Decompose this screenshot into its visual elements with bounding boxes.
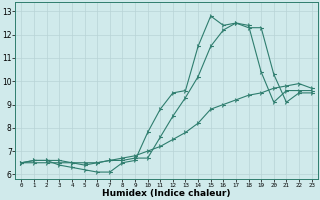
- X-axis label: Humidex (Indice chaleur): Humidex (Indice chaleur): [102, 189, 231, 198]
